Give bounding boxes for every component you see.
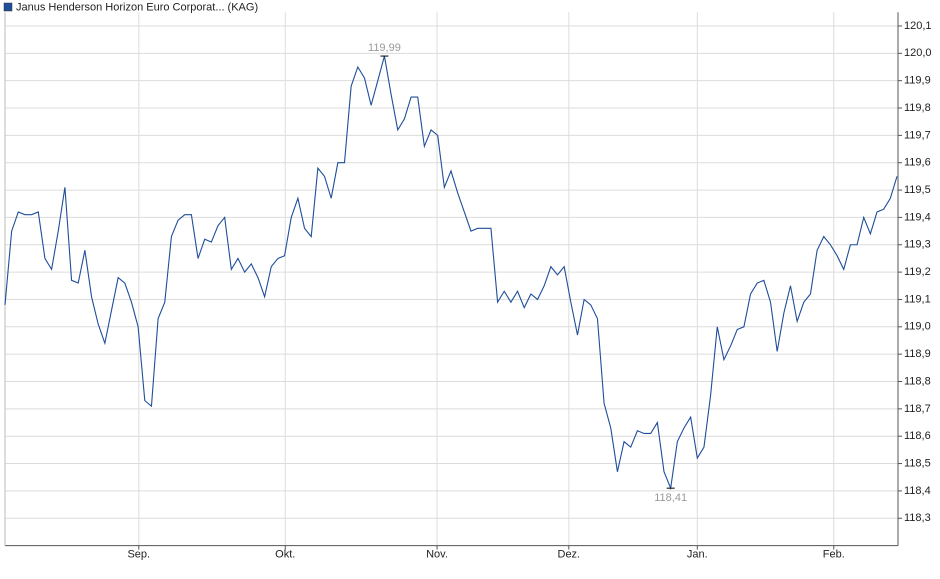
y-tick-label: 118,6 (904, 430, 931, 442)
y-tick-label: 119,3 (904, 239, 931, 251)
x-tick-label: Dez. (558, 549, 581, 561)
y-tick-label: 119,1 (904, 293, 931, 305)
y-tick-label: 119,0 (904, 321, 931, 333)
annotation-label: 119,99 (368, 42, 401, 54)
line-series (4, 55, 898, 491)
x-tick-label: Nov. (426, 549, 448, 561)
x-tick-label: Jan. (687, 549, 708, 561)
y-tick-label: 118,8 (904, 375, 931, 387)
y-tick-label: 119,9 (904, 75, 931, 87)
y-tick-label: 118,5 (904, 457, 931, 469)
x-tick-label: Okt. (275, 549, 295, 561)
legend-swatch (3, 2, 13, 12)
x-tick-label: Sep. (127, 549, 150, 561)
y-tick-label: 118,3 (904, 512, 931, 524)
y-tick-label: 119,5 (904, 184, 931, 196)
y-tick-label: 118,4 (904, 485, 931, 497)
x-tick-label: Feb. (823, 549, 845, 561)
y-tick-label: 119,4 (904, 211, 931, 223)
y-tick-label: 120,1 (904, 20, 932, 32)
y-tick-label: 119,2 (904, 266, 931, 278)
y-tick-label: 118,7 (904, 403, 931, 415)
y-tick-label: 119,6 (904, 157, 931, 169)
annotation-label: 118,41 (654, 492, 687, 504)
y-tick-label: 120,0 (904, 47, 932, 59)
y-tick-label: 119,7 (904, 129, 931, 141)
legend-label: Janus Henderson Horizon Euro Corporat...… (16, 1, 258, 13)
y-tick-label: 119,8 (904, 102, 931, 114)
y-tick-label: 118,9 (904, 348, 931, 360)
